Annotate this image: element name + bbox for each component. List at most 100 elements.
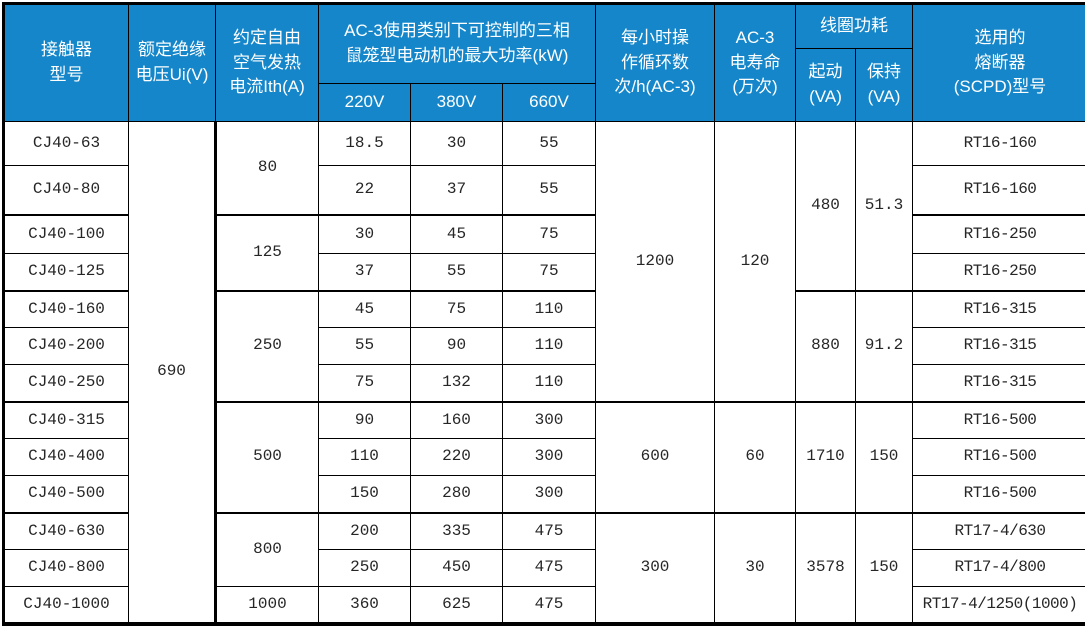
fuse-cell: RT17-4/630 [912, 512, 1085, 550]
power-380v-cell: 132 [410, 364, 503, 403]
header-fuse-type: 选用的 熔断器 (SCPD)型号 [912, 3, 1085, 122]
header-operating-cycles: 每小时操 作循环数 次/h(AC-3) [595, 3, 715, 122]
fuse-cell: RT16-315 [912, 364, 1085, 403]
model-cell: CJ40-100 [3, 214, 129, 254]
header-contactor-model: 接触器 型号 [3, 3, 129, 122]
power-220v-cell: 37 [318, 253, 411, 292]
thermal-current-cell: 1000 [215, 586, 319, 624]
power-380v-cell: 625 [410, 586, 503, 624]
life-cell: 120 [714, 121, 796, 403]
rated-voltage-cell: 690 [128, 121, 217, 624]
power-220v-cell: 250 [318, 549, 411, 587]
header-220v: 220V [318, 83, 411, 122]
coil-hold-cell: 150 [855, 512, 913, 624]
power-220v-cell: 110 [318, 438, 411, 476]
cycles-cell: 600 [595, 401, 715, 514]
model-cell: CJ40-630 [3, 512, 129, 550]
power-660v-cell: 300 [502, 438, 596, 476]
power-380v-cell: 280 [410, 475, 503, 514]
fuse-cell: RT16-500 [912, 438, 1085, 476]
power-380v-cell: 37 [410, 165, 503, 216]
power-660v-cell: 55 [502, 165, 596, 216]
power-380v-cell: 160 [410, 401, 503, 439]
header-660v: 660V [502, 83, 596, 122]
coil-start-cell: 3578 [795, 512, 856, 624]
power-660v-cell: 110 [502, 364, 596, 403]
model-cell: CJ40-200 [3, 327, 129, 365]
fuse-cell: RT16-500 [912, 475, 1085, 514]
power-380v-cell: 90 [410, 327, 503, 365]
fuse-cell: RT16-315 [912, 290, 1085, 328]
cycles-cell: 1200 [595, 121, 715, 403]
power-380v-cell: 450 [410, 549, 503, 587]
coil-start-cell: 1710 [795, 401, 856, 514]
cycles-cell: 300 [595, 512, 715, 624]
power-660v-cell: 75 [502, 253, 596, 292]
thermal-current-cell: 800 [215, 512, 319, 587]
model-cell: CJ40-500 [3, 475, 129, 514]
power-380v-cell: 45 [410, 214, 503, 254]
model-cell: CJ40-63 [3, 121, 129, 166]
power-660v-cell: 475 [502, 586, 596, 624]
power-220v-cell: 18.5 [318, 121, 411, 166]
model-cell: CJ40-160 [3, 290, 129, 328]
power-660v-cell: 55 [502, 121, 596, 166]
header-electrical-life: AC-3 电寿命 (万次) [714, 3, 796, 122]
coil-hold-cell: 150 [855, 401, 913, 514]
life-cell: 30 [714, 512, 796, 624]
fuse-cell: RT16-160 [912, 165, 1085, 216]
fuse-cell: RT16-250 [912, 214, 1085, 254]
fuse-cell: RT16-160 [912, 121, 1085, 166]
power-220v-cell: 45 [318, 290, 411, 328]
fuse-cell: RT16-500 [912, 401, 1085, 439]
header-max-motor-power: AC-3使用类别下可控制的三相 鼠笼型电动机的最大功率(kW) [318, 3, 596, 84]
model-cell: CJ40-400 [3, 438, 129, 476]
power-220v-cell: 22 [318, 165, 411, 216]
power-220v-cell: 150 [318, 475, 411, 514]
model-cell: CJ40-250 [3, 364, 129, 403]
power-380v-cell: 30 [410, 121, 503, 166]
header-380v: 380V [410, 83, 503, 122]
thermal-current-cell: 125 [215, 214, 319, 292]
thermal-current-cell: 250 [215, 290, 319, 403]
power-220v-cell: 360 [318, 586, 411, 624]
fuse-cell: RT17-4/1250(1000) [912, 586, 1085, 624]
power-660v-cell: 475 [502, 549, 596, 587]
power-660v-cell: 75 [502, 214, 596, 254]
power-380v-cell: 55 [410, 253, 503, 292]
model-cell: CJ40-315 [3, 401, 129, 439]
power-380v-cell: 75 [410, 290, 503, 328]
fuse-cell: RT16-250 [912, 253, 1085, 292]
header-coil-hold-va: 保持 (VA) [855, 48, 913, 122]
life-cell: 60 [714, 401, 796, 514]
fuse-cell: RT17-4/800 [912, 549, 1085, 587]
power-380v-cell: 220 [410, 438, 503, 476]
model-cell: CJ40-800 [3, 549, 129, 587]
fuse-cell: RT16-315 [912, 327, 1085, 365]
coil-start-cell: 480 [795, 121, 856, 292]
coil-hold-cell: 91.2 [855, 290, 913, 403]
model-cell: CJ40-1000 [3, 586, 129, 624]
header-rated-insulation-voltage: 额定绝缘 电压Ui(V) [128, 3, 216, 122]
power-660v-cell: 110 [502, 327, 596, 365]
coil-start-cell: 880 [795, 290, 856, 403]
power-660v-cell: 300 [502, 401, 596, 439]
power-220v-cell: 55 [318, 327, 411, 365]
power-220v-cell: 200 [318, 512, 411, 550]
power-220v-cell: 90 [318, 401, 411, 439]
model-cell: CJ40-80 [3, 165, 129, 216]
power-660v-cell: 300 [502, 475, 596, 514]
header-coil-start-va: 起动 (VA) [795, 48, 856, 122]
power-380v-cell: 335 [410, 512, 503, 550]
thermal-current-cell: 500 [215, 401, 319, 514]
power-220v-cell: 75 [318, 364, 411, 403]
power-660v-cell: 475 [502, 512, 596, 550]
coil-hold-cell: 51.3 [855, 121, 913, 292]
power-660v-cell: 110 [502, 290, 596, 328]
power-220v-cell: 30 [318, 214, 411, 254]
thermal-current-cell: 80 [215, 121, 319, 216]
header-thermal-current: 约定自由 空气发热 电流Ith(A) [215, 3, 319, 122]
model-cell: CJ40-125 [3, 253, 129, 292]
